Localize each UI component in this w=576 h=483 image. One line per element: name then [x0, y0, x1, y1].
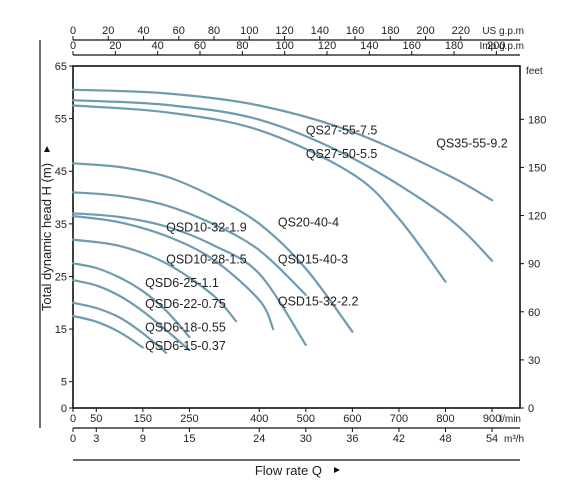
- y-tick-label-m: 35: [55, 219, 67, 231]
- curve-qs27-50-5-5: [71, 104, 447, 283]
- curve-qsd6-25-1-1: [71, 262, 191, 339]
- y-axis-title-arrow-icon: [44, 146, 50, 152]
- curve-label-qs35-55-9-2: QS35-55-9.2: [436, 137, 508, 151]
- tick-label-imp_gpm: 20: [109, 40, 121, 52]
- curve-qs35-55-9-2: [71, 88, 494, 202]
- x-axis-unit-lpm: l/min: [500, 414, 521, 425]
- tick-label-feet: 120: [528, 211, 546, 223]
- tick-label-feet: 90: [528, 259, 540, 271]
- curve-qsd15-32-2-2: [71, 212, 307, 346]
- curve-label-qs27-55-7-5: QS27-55-7.5: [306, 123, 378, 137]
- tick-label-imp_gpm: 200: [487, 40, 505, 52]
- x-axis-title-arrow-icon: [334, 467, 340, 473]
- x-axis-title: Flow rate Q: [255, 463, 322, 478]
- x-tick-label-lpm: 700: [390, 413, 408, 425]
- tick-label-imp_gpm: 160: [403, 40, 421, 52]
- axis-unit-imp_gpm: Imp g.p.m: [480, 41, 524, 52]
- y-tick-label-m: 0: [61, 403, 67, 415]
- tick-label-us_gpm: 60: [173, 25, 185, 37]
- axis-unit-m3h: m³/h: [504, 434, 524, 445]
- curve-label-qsd6-18-0-55: QSD6-18-0.55: [145, 321, 226, 335]
- x-tick-label-lpm: 150: [134, 413, 152, 425]
- x-tick-label-lpm: 0: [70, 413, 76, 425]
- y-tick-label-m: 15: [55, 324, 67, 336]
- tick-label-imp_gpm: 0: [70, 40, 76, 52]
- tick-label-us_gpm: 200: [416, 25, 434, 37]
- curve-label-qsd10-28-1-5: QSD10-28-1.5: [166, 252, 247, 266]
- tick-label-imp_gpm: 120: [318, 40, 336, 52]
- tick-label-us_gpm: 120: [275, 25, 293, 37]
- y-tick-label-m: 5: [61, 377, 67, 389]
- curve-qsd6-15-0-37: [71, 314, 144, 349]
- axis-titles-layer: Total dynamic head H (m) Flow rate Q: [39, 146, 340, 478]
- tick-label-feet: 150: [528, 162, 546, 174]
- tick-label-us_gpm: 180: [381, 25, 399, 37]
- tick-label-imp_gpm: 60: [194, 40, 206, 52]
- tick-label-us_gpm: 220: [452, 25, 470, 37]
- x-tick-label-lpm: 500: [297, 413, 315, 425]
- y-axis-title: Total dynamic head H (m): [39, 163, 54, 311]
- tick-label-us_gpm: 40: [137, 25, 149, 37]
- axis-unit-us_gpm: US g.p.m: [482, 26, 524, 37]
- curve-label-qsd6-25-1-1: QSD6-25-1.1: [145, 276, 219, 290]
- curve-qsd10-32-1-9: [71, 214, 275, 331]
- tick-label-us_gpm: 0: [70, 25, 76, 37]
- tick-label-m3h: 42: [393, 433, 405, 445]
- axis-unit-feet: feet: [526, 66, 543, 77]
- curve-label-qsd6-22-0-75: QSD6-22-0.75: [145, 297, 226, 311]
- tick-label-m3h: 30: [300, 433, 312, 445]
- y-tick-label-m: 55: [55, 114, 67, 126]
- y-tick-label-m: 65: [55, 61, 67, 73]
- tick-label-us_gpm: 20: [102, 25, 114, 37]
- curve-label-qs27-50-5-5: QS27-50-5.5: [306, 147, 378, 161]
- chart-frame: [39, 39, 521, 461]
- tick-label-m3h: 54: [486, 433, 498, 445]
- tick-label-imp_gpm: 140: [360, 40, 378, 52]
- tick-label-m3h: 3: [93, 433, 99, 445]
- x-tick-label-lpm: 250: [180, 413, 198, 425]
- curve-label-qsd10-32-1-9: QSD10-32-1.9: [166, 221, 247, 235]
- tick-label-m3h: 48: [439, 433, 451, 445]
- curve-qsd6-18-0-55: [71, 301, 168, 354]
- curve-qs27-55-7-5: [71, 99, 494, 262]
- tick-label-us_gpm: 140: [311, 25, 329, 37]
- tick-label-m3h: 9: [140, 433, 146, 445]
- curve-qs20-40-4: [71, 162, 354, 333]
- tick-label-m3h: 15: [183, 433, 195, 445]
- y-tick-label-m: 45: [55, 166, 67, 178]
- tick-label-imp_gpm: 80: [236, 40, 248, 52]
- tick-label-m3h: 0: [70, 433, 76, 445]
- x-tick-label-lpm: 400: [250, 413, 268, 425]
- curve-qsd15-40-3: [71, 191, 307, 296]
- x-tick-label-lpm: 50: [90, 413, 102, 425]
- curve-labels-layer: QS35-55-9.2 QS27-55-7.5 QS27-50-5.5 QS20-40…: [145, 123, 508, 353]
- tick-label-feet: 0: [528, 403, 534, 415]
- curve-qsd10-28-1-5: [71, 238, 238, 323]
- curves-layer: [71, 88, 494, 354]
- x-tick-label-lpm: 800: [436, 413, 454, 425]
- tick-label-us_gpm: 160: [346, 25, 364, 37]
- tick-label-m3h: 36: [346, 433, 358, 445]
- tick-label-m3h: 24: [253, 433, 265, 445]
- x-tick-label-lpm: 600: [343, 413, 361, 425]
- tick-label-feet: 180: [528, 114, 546, 126]
- tick-label-imp_gpm: 180: [445, 40, 463, 52]
- curve-label-qsd15-32-2-2: QSD15-32-2.2: [278, 294, 359, 308]
- curve-label-qsd6-15-0-37: QSD6-15-0.37: [145, 339, 226, 353]
- tick-label-feet: 60: [528, 307, 540, 319]
- tick-label-imp_gpm: 100: [275, 40, 293, 52]
- plot-area-border: [72, 65, 521, 409]
- tick-label-us_gpm: 80: [208, 25, 220, 37]
- tick-label-feet: 30: [528, 355, 540, 367]
- tick-label-imp_gpm: 40: [152, 40, 164, 52]
- curve-qsd6-22-0-75: [71, 279, 191, 352]
- x-tick-label-lpm: 900: [483, 413, 501, 425]
- y-tick-label-m: 25: [55, 271, 67, 283]
- curve-label-qs20-40-4: QS20-40-4: [278, 215, 339, 229]
- tick-label-us_gpm: 100: [240, 25, 258, 37]
- curve-label-qsd15-40-3: QSD15-40-3: [278, 252, 348, 266]
